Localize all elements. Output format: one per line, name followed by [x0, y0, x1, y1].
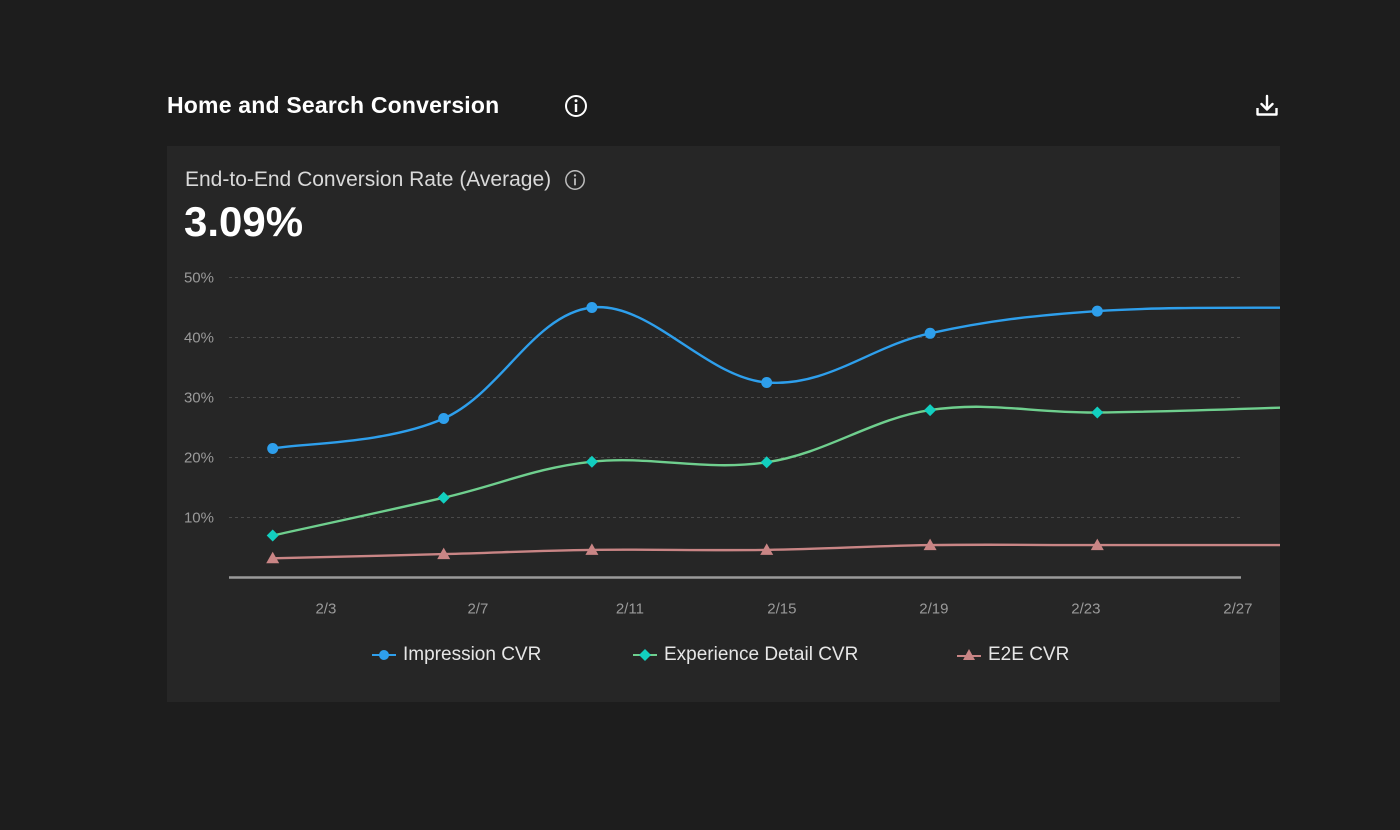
kpi-label: End-to-End Conversion Rate (Average) — [185, 168, 552, 191]
kpi-value: 3.09% — [184, 198, 304, 245]
circle-marker — [924, 327, 936, 339]
diamond-marker — [924, 404, 937, 417]
legend-triangle-marker-icon — [957, 649, 981, 660]
legend-label: Impression CVR — [403, 644, 542, 665]
x-tick-label: 2/27 — [1223, 601, 1252, 618]
circle-marker — [586, 302, 598, 313]
legend-label: Experience Detail CVR — [664, 644, 859, 665]
legend-circle-marker-icon — [372, 650, 396, 660]
y-tick-label: 30% — [184, 390, 214, 407]
x-tick-label: 2/11 — [616, 601, 644, 618]
line-chart: 10% 20% 30% 40% 50% 2/3 2/7 2/11 2/15 2/19 2/23 2/2… — [184, 270, 1280, 618]
x-tick-label: 2/19 — [919, 601, 948, 618]
y-tick-label: 20% — [184, 450, 214, 467]
legend-item-experience-detail-cvr[interactable]: Experience Detail CVR — [632, 640, 858, 670]
triangle-marker — [585, 543, 599, 555]
legend-item-e2e-cvr[interactable]: E2E CVR — [956, 640, 1069, 670]
diamond-marker — [585, 455, 598, 468]
triangle-marker — [437, 547, 451, 560]
chart-legend: Impression CVR Experience Detail CVR E2E… — [167, 640, 1280, 670]
kpi-label-row: End-to-End Conversion Rate (Average) — [185, 168, 586, 194]
legend-diamond-marker-icon — [633, 649, 657, 661]
section-header: Home and Search Conversion — [167, 88, 1280, 126]
circle-marker — [1091, 305, 1103, 317]
x-tick-label: 2/3 — [315, 601, 336, 618]
legend-label: E2E CVR — [988, 644, 1070, 665]
y-tick-label: 10% — [184, 510, 214, 527]
chart-card: End-to-End Conversion Rate (Average) 3.0… — [167, 146, 1280, 702]
diamond-marker — [1091, 406, 1104, 419]
x-tick-label: 2/15 — [767, 601, 796, 618]
circle-marker — [438, 413, 450, 424]
download-icon[interactable] — [1254, 93, 1280, 119]
triangle-marker — [1090, 538, 1104, 551]
circle-marker — [267, 443, 279, 454]
x-tick-label: 2/23 — [1071, 601, 1100, 618]
diamond-marker — [266, 529, 279, 542]
x-tick-label: 2/7 — [467, 601, 488, 618]
circle-marker — [761, 377, 773, 388]
series-line-e2e-cvr — [272, 543, 1280, 560]
y-tick-label: 50% — [184, 270, 214, 287]
triangle-marker — [760, 543, 774, 555]
info-icon[interactable] — [564, 94, 588, 118]
y-tick-label: 40% — [184, 330, 214, 347]
diamond-marker — [760, 456, 773, 469]
series-line-impression-cvr — [272, 306, 1280, 450]
legend-item-impression-cvr[interactable]: Impression CVR — [371, 640, 541, 670]
triangle-marker — [266, 551, 280, 564]
diamond-marker — [437, 491, 450, 504]
section-title: Home and Search Conversion — [167, 92, 500, 118]
info-icon[interactable] — [564, 169, 586, 191]
triangle-marker — [923, 538, 937, 551]
